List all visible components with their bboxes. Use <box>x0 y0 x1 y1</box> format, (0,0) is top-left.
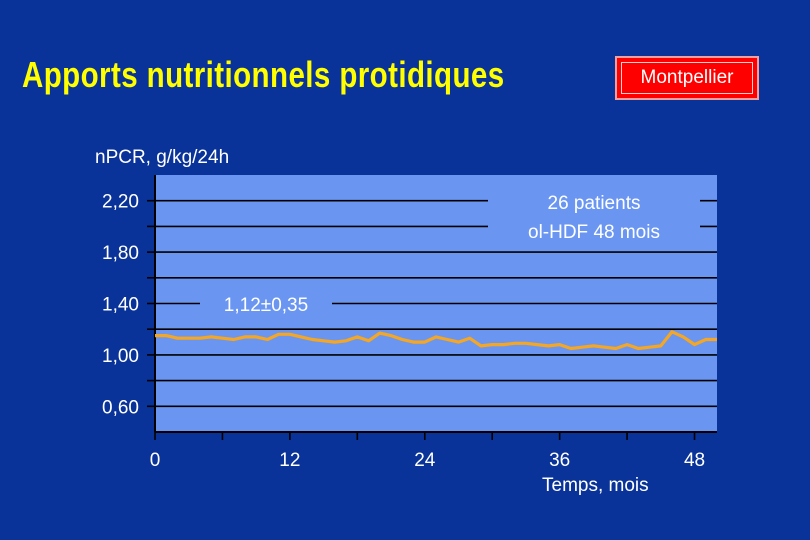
location-badge-label: Montpellier <box>621 62 753 94</box>
legend-treatment: ol-HDF 48 mois <box>528 222 660 243</box>
y-tick-label: 1,00 <box>102 346 139 367</box>
x-tick-label: 36 <box>549 450 570 471</box>
legend-patients: 26 patients <box>548 193 641 214</box>
x-axis-label: Temps, mois <box>542 475 649 496</box>
x-tick-label: 24 <box>414 450 436 471</box>
location-badge: Montpellier <box>615 56 759 100</box>
y-tick-label: 2,20 <box>102 192 139 213</box>
mean-label-box <box>200 289 332 317</box>
slide-title: Apports nutritionnels protidiques <box>22 54 505 95</box>
y-tick-label: 1,40 <box>102 295 139 316</box>
y-axis-label: nPCR, g/kg/24h <box>95 147 229 168</box>
x-tick-label: 48 <box>684 450 705 471</box>
x-tick-label: 0 <box>150 450 161 471</box>
legend-box <box>488 183 700 245</box>
mean-label: 1,12±0,35 <box>224 295 308 316</box>
x-tick-label: 12 <box>279 450 300 471</box>
y-tick-label: 1,80 <box>102 243 139 264</box>
y-tick-label: 0,60 <box>102 397 139 418</box>
series-line <box>155 330 717 351</box>
